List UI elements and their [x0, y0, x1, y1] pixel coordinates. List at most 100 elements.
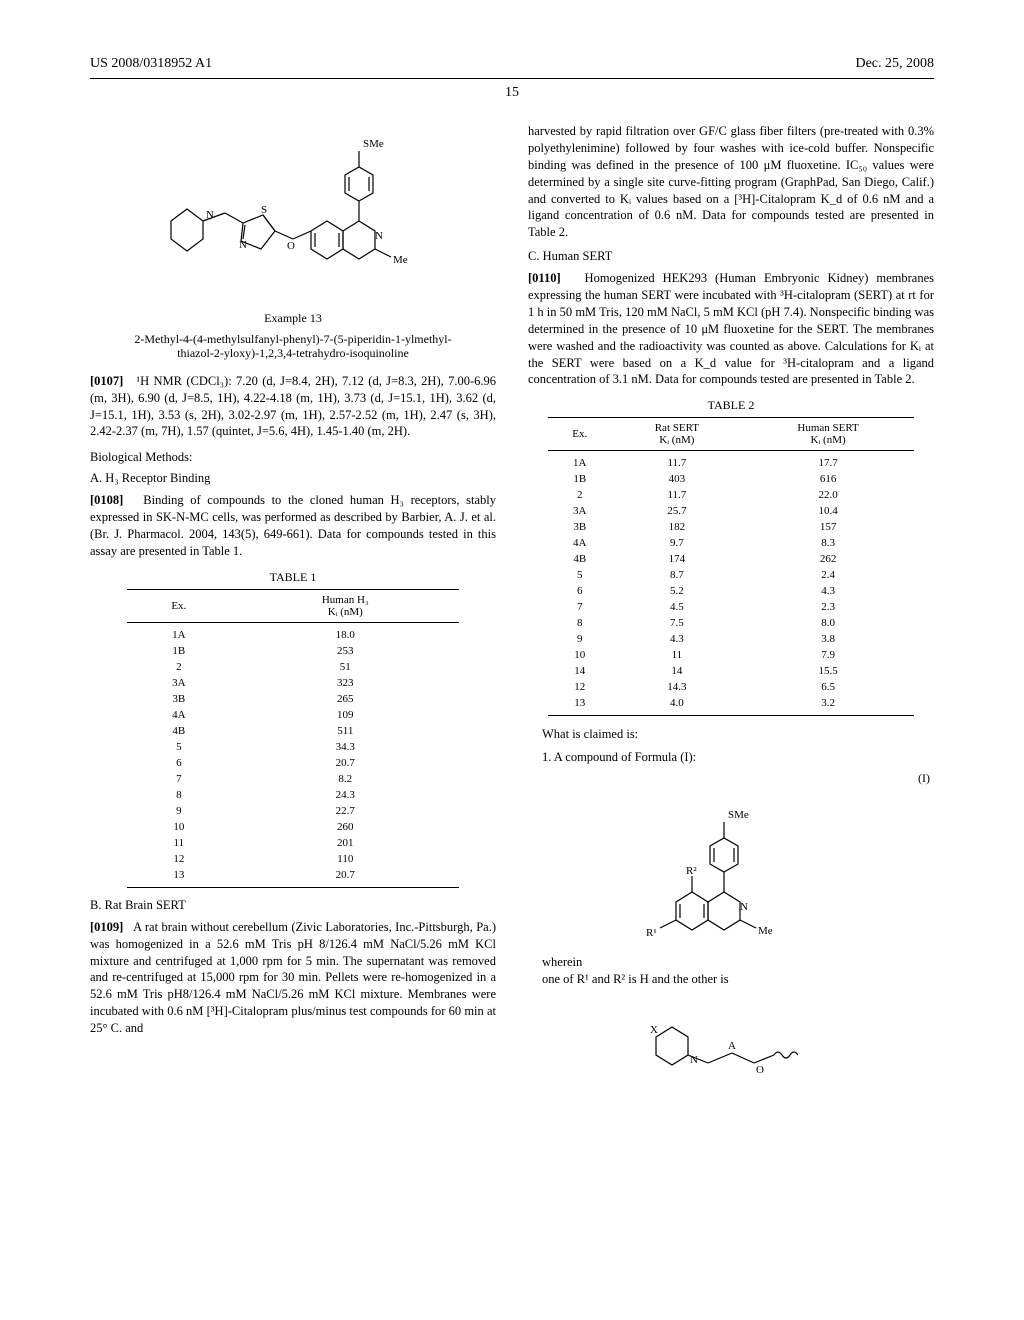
table-cell: 7.9	[742, 647, 913, 663]
claim-1: 1. A compound of Formula (I):	[542, 750, 934, 765]
r-condition: one of R¹ and R² is H and the other is	[542, 971, 934, 989]
table-cell: 17.7	[742, 451, 913, 472]
svg-text:SMe: SMe	[363, 138, 384, 150]
formula-i-label: (I)	[528, 771, 934, 786]
svg-text:O: O	[287, 240, 295, 252]
table-cell: 4B	[548, 551, 611, 567]
table-cell: 1A	[548, 451, 611, 472]
table-header: Ex.	[548, 418, 611, 451]
svg-text:X: X	[650, 1024, 658, 1036]
bio-methods-head: Biological Methods:	[90, 450, 496, 465]
table-cell: 22.0	[742, 487, 913, 503]
table-cell: 1B	[548, 471, 611, 487]
table-cell: 20.7	[231, 755, 459, 771]
table-cell: 14	[548, 663, 611, 679]
table-cell: 5	[548, 567, 611, 583]
h3-text: Binding of compounds to the cloned human…	[90, 493, 496, 558]
table-cell: 18.0	[231, 622, 459, 643]
svg-text:N: N	[206, 209, 214, 221]
table-cell: 7.5	[611, 615, 742, 631]
table-cell: 109	[231, 707, 459, 723]
svg-text:N: N	[239, 239, 247, 251]
table-cell: 4.3	[742, 583, 913, 599]
rat-sert-head: B. Rat Brain SERT	[90, 898, 496, 913]
table-cell: 9	[127, 803, 232, 819]
header-rule	[90, 78, 934, 79]
table-cell: 25.7	[611, 503, 742, 519]
table-cell: 34.3	[231, 739, 459, 755]
table-cell: 3A	[548, 503, 611, 519]
h3-subhead: A. H₃ Receptor Binding	[90, 471, 496, 486]
svg-text:SMe: SMe	[728, 809, 749, 821]
table-row: 251	[127, 659, 460, 675]
table-row: 134.03.2	[548, 695, 913, 716]
structure-formula-i: R¹ R² N Me SMe	[616, 794, 846, 954]
table-row: 922.7	[127, 803, 460, 819]
table-row: 1B253	[127, 643, 460, 659]
table-row: 74.52.3	[548, 599, 913, 615]
table-row: 1214.36.5	[548, 679, 913, 695]
table-cell: 6	[548, 583, 611, 599]
table-cell: 3.8	[742, 631, 913, 647]
para-number: [0109]	[90, 920, 123, 934]
human-text: Homogenized HEK293 (Human Embryonic Kidn…	[528, 271, 934, 386]
table-cell: 7	[548, 599, 611, 615]
svg-text:A: A	[728, 1040, 736, 1052]
svg-text:N: N	[690, 1054, 698, 1066]
table-cell: 12	[548, 679, 611, 695]
table-cell: 10	[127, 819, 232, 835]
table-row: 620.7	[127, 755, 460, 771]
table-cell: 11.7	[611, 451, 742, 472]
table-cell: 8	[127, 787, 232, 803]
table-cell: 14.3	[611, 679, 742, 695]
table-cell: 11	[127, 835, 232, 851]
table-header: Human SERTKᵢ (nM)	[742, 418, 913, 451]
table-row: 1320.7	[127, 867, 460, 888]
table-cell: 8.0	[742, 615, 913, 631]
table-cell: 14	[611, 663, 742, 679]
table-cell: 4A	[548, 535, 611, 551]
svg-text:S: S	[261, 204, 267, 216]
table-cell: 10	[548, 647, 611, 663]
table-cell: 11	[611, 647, 742, 663]
table-row: 4B511	[127, 723, 460, 739]
table-cell: 1B	[127, 643, 232, 659]
rat-paragraph: [0109] A rat brain without cerebellum (Z…	[90, 919, 496, 1037]
table-cell: 9	[548, 631, 611, 647]
structure-substituent: X N A O	[626, 997, 836, 1087]
table-header: Human H₃Kᵢ (nM)	[231, 589, 459, 622]
rat-text: A rat brain without cerebellum (Zivic La…	[90, 920, 496, 1035]
table-cell: 11.7	[611, 487, 742, 503]
continuation-paragraph: harvested by rapid filtration over GF/C …	[528, 123, 934, 241]
table-cell: 4B	[127, 723, 232, 739]
patent-number: US 2008/0318952 A1	[90, 56, 212, 72]
table-cell: 253	[231, 643, 459, 659]
table-cell: 8.3	[742, 535, 913, 551]
svg-text:N: N	[375, 230, 383, 242]
nmr-text: ¹H NMR (CDCl₃): 7.20 (d, J=8.4, 2H), 7.1…	[90, 374, 496, 439]
table-row: 3B182157	[548, 519, 913, 535]
table2-caption: TABLE 2	[528, 398, 934, 413]
table-1: Ex.Human H₃Kᵢ (nM) 1A18.01B2532513A3233B…	[127, 589, 460, 888]
claims-head: What is claimed is:	[542, 726, 934, 744]
page-header: US 2008/0318952 A1 Dec. 25, 2008	[90, 56, 934, 72]
table-row: 534.3	[127, 739, 460, 755]
table-cell: 2.4	[742, 567, 913, 583]
table-cell: 110	[231, 851, 459, 867]
table-cell: 182	[611, 519, 742, 535]
table-row: 94.33.8	[548, 631, 913, 647]
table-row: 141415.5	[548, 663, 913, 679]
table1-caption: TABLE 1	[90, 570, 496, 585]
table-cell: 12	[127, 851, 232, 867]
table-row: 87.58.0	[548, 615, 913, 631]
table-cell: 51	[231, 659, 459, 675]
table-cell: 1A	[127, 622, 232, 643]
table-cell: 5.2	[611, 583, 742, 599]
table-row: 211.722.0	[548, 487, 913, 503]
patent-date: Dec. 25, 2008	[855, 56, 934, 72]
table-cell: 3.2	[742, 695, 913, 716]
structure-example-13: N S N O N Me SMe	[143, 123, 443, 303]
svg-text:N: N	[740, 901, 748, 913]
table-cell: 3A	[127, 675, 232, 691]
table-cell: 265	[231, 691, 459, 707]
